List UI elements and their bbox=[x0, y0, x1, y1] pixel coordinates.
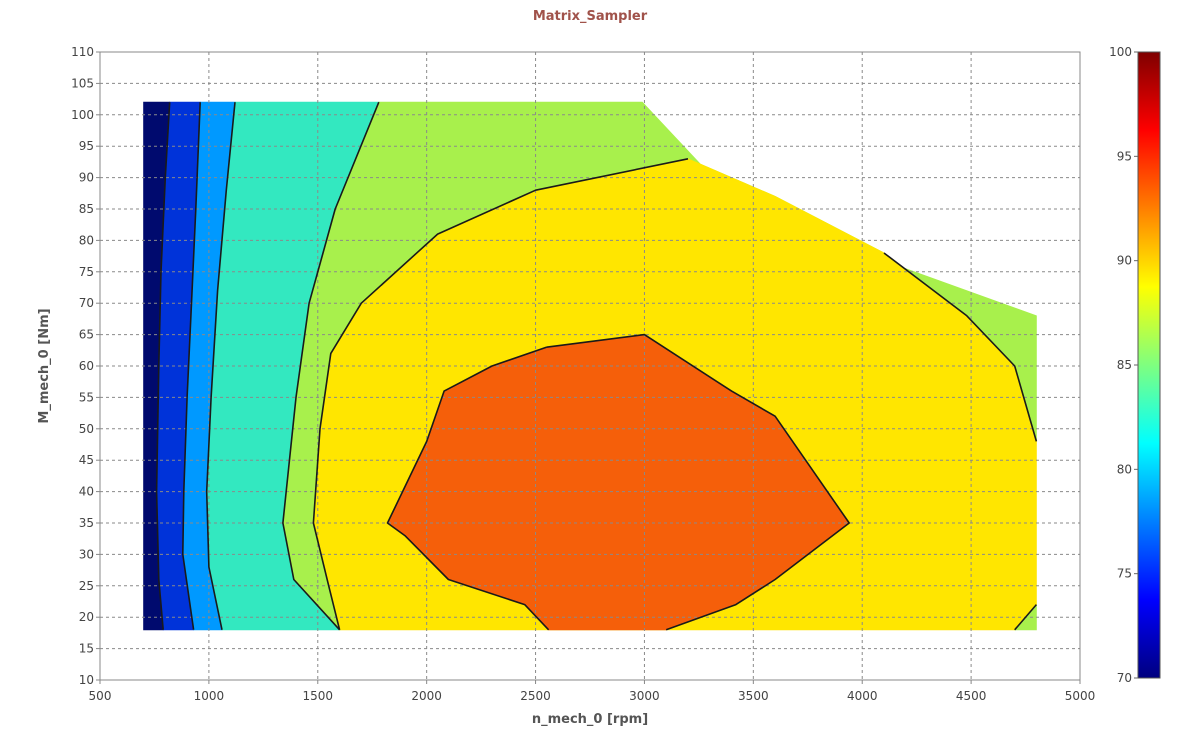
x-tick-label: 2500 bbox=[520, 689, 551, 703]
y-tick-label: 40 bbox=[79, 485, 94, 499]
colorbar: 70 75 80 85 90 95 100 bbox=[1109, 45, 1161, 685]
y-tick-label: 15 bbox=[79, 642, 94, 656]
y-tick-label: 105 bbox=[71, 76, 94, 90]
contour-line-3 bbox=[282, 101, 380, 631]
y-tick-label: 25 bbox=[79, 579, 94, 593]
contour-lines bbox=[155, 101, 1038, 631]
y-tick-label: 80 bbox=[79, 233, 94, 247]
x-tick-label: 4500 bbox=[956, 689, 987, 703]
contour-line-4 bbox=[312, 158, 689, 630]
x-tick-label: 4000 bbox=[847, 689, 878, 703]
y-tick-label: 60 bbox=[79, 359, 94, 373]
colorbar-scale bbox=[1137, 51, 1161, 679]
grid-lines bbox=[100, 52, 1080, 680]
x-tick-label: 1000 bbox=[194, 689, 225, 703]
colorbar-tick-label: 90 bbox=[1117, 254, 1132, 268]
colorbar-tick-label: 85 bbox=[1117, 358, 1132, 372]
contour-bands bbox=[143, 101, 1037, 631]
x-axis-label: n_mech_0 [rpm] bbox=[531, 712, 649, 727]
x-tick-label: 2000 bbox=[411, 689, 442, 703]
y-tick-label: 110 bbox=[71, 45, 94, 59]
x-axis-ticks: 500 1000 1500 2000 2500 3000 3500 4000 4500 5000 bbox=[89, 680, 1096, 703]
x-tick-label: 3000 bbox=[629, 689, 660, 703]
y-tick-label: 95 bbox=[79, 139, 94, 153]
contour-line-5 bbox=[883, 252, 1038, 442]
contour-line-8 bbox=[386, 346, 550, 631]
y-tick-label: 35 bbox=[79, 516, 94, 530]
chart-title: Matrix_Sampler bbox=[532, 9, 648, 24]
y-tick-label: 65 bbox=[79, 328, 94, 342]
contour-line-6 bbox=[1014, 604, 1038, 631]
y-tick-label: 85 bbox=[79, 202, 94, 216]
y-tick-label: 30 bbox=[79, 547, 94, 561]
y-tick-label: 70 bbox=[79, 296, 94, 310]
y-tick-label: 100 bbox=[71, 108, 94, 122]
x-tick-label: 5000 bbox=[1065, 689, 1096, 703]
contour-line-0 bbox=[155, 102, 171, 630]
y-tick-label: 45 bbox=[79, 453, 94, 467]
y-tick-label: 75 bbox=[79, 265, 94, 279]
y-tick-label: 20 bbox=[79, 610, 94, 624]
x-tick-label: 500 bbox=[89, 689, 112, 703]
y-tick-label: 90 bbox=[79, 171, 94, 185]
colorbar-tick-label: 95 bbox=[1117, 149, 1132, 163]
y-tick-label: 50 bbox=[79, 422, 94, 436]
y-axis-ticks: 10 15 20 25 30 35 40 45 50 55 60 65 70 75 80 85 90 95 100 1… bbox=[71, 45, 100, 687]
y-tick-label: 55 bbox=[79, 390, 94, 404]
contour-line-1 bbox=[182, 102, 201, 630]
colorbar-tick-label: 80 bbox=[1117, 462, 1132, 476]
x-tick-label: 3500 bbox=[738, 689, 769, 703]
colorbar-tick-label: 100 bbox=[1109, 45, 1132, 59]
y-tick-label: 10 bbox=[79, 673, 94, 687]
colorbar-tick-label: 70 bbox=[1117, 671, 1132, 685]
contour-line-7 bbox=[546, 333, 851, 631]
colorbar-tick-label: 75 bbox=[1117, 567, 1132, 581]
x-tick-label: 1500 bbox=[303, 689, 334, 703]
contour-line-2 bbox=[205, 102, 236, 630]
